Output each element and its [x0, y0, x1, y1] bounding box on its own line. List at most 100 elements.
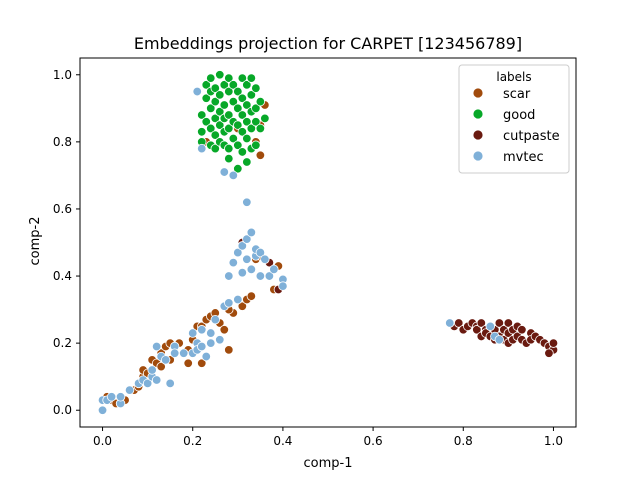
legend-marker: [472, 129, 484, 141]
data-point-good: [210, 96, 220, 107]
data-point-good: [215, 120, 225, 130]
data-point-cutpaste: [472, 325, 482, 335]
data-point-mvtec: [224, 298, 234, 308]
x-tick-label: 0.6: [364, 434, 383, 448]
data-point-good: [224, 110, 234, 120]
data-point-good: [201, 80, 211, 90]
data-point-good: [237, 93, 248, 103]
legend-marker: [472, 150, 484, 162]
series-mvtec: [97, 86, 505, 415]
data-point-good: [246, 123, 257, 134]
plot-frame: [79, 57, 577, 428]
data-point-cutpaste: [494, 318, 505, 328]
data-point-good: [251, 103, 261, 114]
data-point-good: [201, 93, 211, 103]
data-point-good: [255, 96, 266, 107]
data-point-mvtec: [147, 365, 157, 375]
data-point-scar: [219, 325, 229, 335]
chart-title: Embeddings projection for CARPET [123456…: [134, 34, 522, 53]
data-point-good: [219, 100, 229, 110]
data-point-good: [233, 86, 243, 97]
data-point-mvtec: [115, 392, 126, 402]
data-point-mvtec: [179, 348, 189, 358]
data-point-mvtec: [228, 170, 239, 181]
data-point-scar: [156, 361, 166, 372]
data-point-good: [228, 80, 239, 90]
data-point-cutpaste: [517, 325, 527, 335]
data-point-mvtec: [169, 348, 180, 358]
data-point-good: [246, 90, 257, 100]
data-point-good: [228, 96, 239, 107]
data-point-good: [255, 123, 266, 134]
y-tick-label: 0.0: [53, 403, 72, 417]
data-point-mvtec: [210, 314, 220, 325]
data-point-good: [251, 117, 261, 127]
y-tick-label: 0.2: [53, 336, 72, 350]
data-point-mvtec: [192, 86, 202, 97]
data-point-scar: [197, 358, 207, 368]
data-point-good: [237, 110, 248, 120]
legend-entry-label: scar: [503, 87, 531, 102]
data-point-mvtec: [165, 378, 175, 389]
x-tick-label: 1.0: [544, 434, 563, 448]
data-point-scar: [224, 345, 234, 355]
x-axis-label: comp-1: [304, 456, 353, 471]
data-point-mvtec: [160, 355, 171, 365]
data-point-scar: [255, 150, 266, 160]
data-point-good: [246, 73, 257, 83]
data-point-mvtec: [197, 341, 207, 352]
x-tick-label: 0.4: [273, 434, 292, 448]
data-point-good: [210, 143, 220, 154]
data-point-scar: [237, 301, 248, 311]
legend-entry-label: mvtec: [503, 150, 544, 165]
data-point-good: [237, 73, 248, 83]
data-point-mvtec: [242, 197, 252, 207]
x-tick-label: 0.8: [454, 434, 473, 448]
data-point-mvtec: [255, 247, 266, 258]
data-point-mvtec: [260, 254, 270, 264]
data-point-good: [210, 130, 220, 140]
axis-ticks: 0.0 0.2 0.4 0.6 0.8 1.0 0.0 0.2 0.4 0.6 0.8 1.0: [53, 68, 563, 448]
data-point-good: [242, 157, 252, 167]
data-point-mvtec: [233, 247, 243, 258]
data-point-good: [215, 90, 225, 100]
data-point-scar: [246, 291, 257, 301]
x-tick-label: 0.2: [183, 434, 202, 448]
data-point-good: [201, 117, 211, 127]
data-point-mvtec: [237, 241, 248, 251]
data-point-mvtec: [188, 328, 198, 338]
legend-entry-label: cutpaste: [503, 129, 560, 144]
data-point-good: [233, 120, 243, 130]
data-point-mvtec: [206, 328, 216, 338]
legend-entry-label: good: [503, 108, 535, 123]
y-axis-label: comp-2: [28, 217, 43, 266]
data-point-good: [233, 163, 243, 174]
x-tick-label: 0.0: [93, 434, 112, 448]
data-point-mvtec: [151, 341, 162, 352]
data-point-mvtec: [197, 325, 207, 335]
y-tick-label: 1.0: [53, 68, 72, 82]
legend-title: labels: [496, 70, 531, 84]
data-point-mvtec: [219, 167, 229, 177]
data-point-cutpaste: [544, 348, 554, 358]
data-point-good: [219, 80, 229, 90]
data-point-cutpaste: [548, 338, 559, 348]
y-tick-label: 0.4: [53, 269, 72, 283]
data-point-good: [210, 83, 220, 93]
data-point-mvtec: [201, 351, 211, 362]
data-point-mvtec: [237, 267, 248, 278]
data-point-mvtec: [228, 257, 239, 268]
data-point-mvtec: [242, 254, 252, 264]
y-tick-label: 0.6: [53, 202, 72, 216]
data-point-good: [197, 110, 207, 120]
data-point-mvtec: [106, 392, 117, 402]
data-point-cutpaste: [503, 318, 514, 328]
data-point-mvtec: [224, 271, 234, 281]
data-point-cutpaste: [476, 318, 487, 328]
data-point-mvtec: [151, 375, 162, 385]
data-point-good: [251, 140, 261, 150]
data-point-good: [242, 117, 252, 127]
data-point-mvtec: [233, 294, 243, 305]
